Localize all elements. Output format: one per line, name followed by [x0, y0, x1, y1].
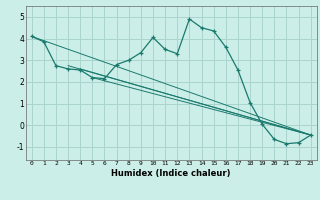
X-axis label: Humidex (Indice chaleur): Humidex (Indice chaleur)	[111, 169, 231, 178]
